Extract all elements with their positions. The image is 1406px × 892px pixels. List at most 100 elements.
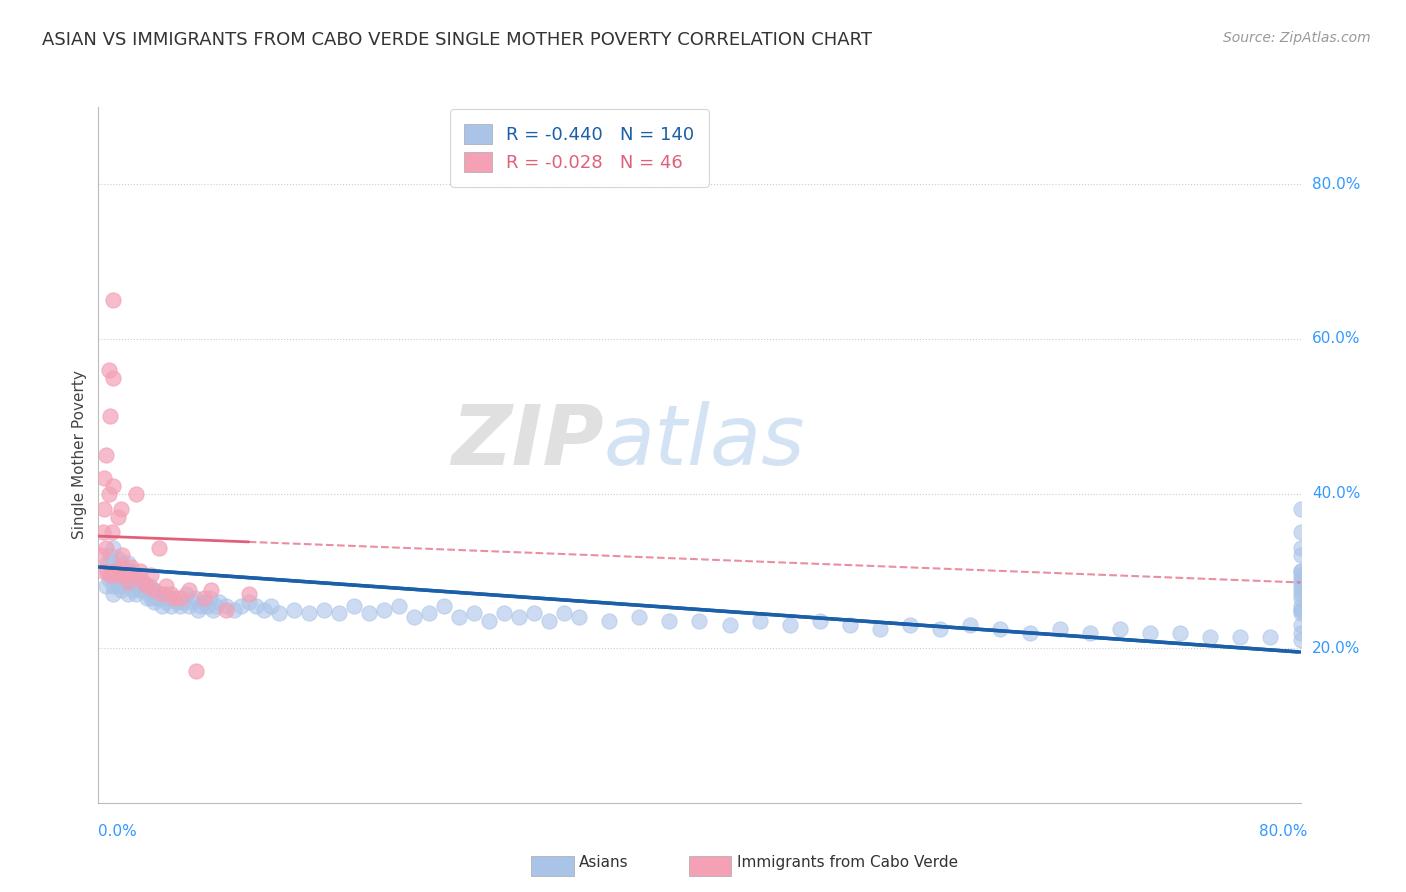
Point bbox=[135, 591, 157, 605]
Point bbox=[174, 587, 197, 601]
Point bbox=[125, 486, 148, 500]
Point bbox=[1289, 525, 1312, 540]
Point bbox=[112, 564, 135, 578]
Point bbox=[433, 599, 456, 613]
Text: 60.0%: 60.0% bbox=[1312, 332, 1360, 346]
Legend: R = -0.440   N = 140, R = -0.028   N = 46: R = -0.440 N = 140, R = -0.028 N = 46 bbox=[450, 109, 709, 187]
Point bbox=[111, 549, 134, 563]
Point bbox=[91, 564, 114, 578]
Point bbox=[231, 599, 253, 613]
Point bbox=[779, 618, 801, 632]
Point bbox=[1289, 618, 1312, 632]
Point bbox=[688, 614, 710, 628]
Point bbox=[155, 579, 177, 593]
Point bbox=[1170, 625, 1192, 640]
Y-axis label: Single Mother Poverty: Single Mother Poverty bbox=[72, 370, 87, 540]
Point bbox=[1078, 625, 1101, 640]
Point bbox=[97, 572, 120, 586]
Point bbox=[118, 564, 141, 578]
Point bbox=[1289, 607, 1312, 621]
Point bbox=[136, 583, 159, 598]
Point bbox=[97, 363, 120, 377]
Point bbox=[538, 614, 561, 628]
Point bbox=[1109, 622, 1132, 636]
Point bbox=[114, 567, 136, 582]
Point bbox=[523, 607, 546, 621]
Point bbox=[198, 591, 221, 605]
Point bbox=[101, 564, 124, 578]
Text: 80.0%: 80.0% bbox=[1260, 824, 1308, 838]
Point bbox=[298, 607, 321, 621]
Point bbox=[132, 575, 155, 590]
Point bbox=[260, 599, 283, 613]
Point bbox=[1289, 587, 1312, 601]
Point bbox=[132, 575, 155, 590]
Point bbox=[141, 583, 163, 598]
Point bbox=[208, 595, 231, 609]
Point bbox=[146, 591, 169, 605]
Point bbox=[111, 579, 134, 593]
Point bbox=[143, 583, 166, 598]
Point bbox=[108, 564, 131, 578]
Point bbox=[1229, 630, 1251, 644]
Point bbox=[215, 599, 238, 613]
Point bbox=[215, 602, 238, 616]
Point bbox=[402, 610, 425, 624]
Point bbox=[200, 583, 222, 598]
Point bbox=[150, 587, 173, 601]
Point bbox=[1289, 567, 1312, 582]
Point bbox=[1049, 622, 1071, 636]
Point bbox=[808, 614, 831, 628]
Point bbox=[170, 591, 193, 605]
Point bbox=[195, 599, 218, 613]
Point bbox=[1289, 599, 1312, 613]
Point bbox=[148, 541, 170, 555]
Point bbox=[1289, 502, 1312, 516]
Point bbox=[222, 602, 245, 616]
Point bbox=[1289, 602, 1312, 616]
Point bbox=[91, 525, 114, 540]
Point bbox=[447, 610, 470, 624]
Point bbox=[124, 567, 146, 582]
Point bbox=[104, 564, 127, 578]
Point bbox=[149, 591, 172, 605]
Point bbox=[125, 579, 148, 593]
Point bbox=[162, 591, 184, 605]
Point bbox=[718, 618, 741, 632]
Point bbox=[169, 599, 191, 613]
Point bbox=[145, 587, 167, 601]
Point bbox=[114, 567, 136, 582]
Point bbox=[463, 607, 485, 621]
Point bbox=[238, 595, 260, 609]
Point bbox=[132, 583, 155, 598]
Point bbox=[121, 575, 143, 590]
Point bbox=[134, 579, 156, 593]
Point bbox=[929, 622, 952, 636]
Point bbox=[1289, 564, 1312, 578]
Point bbox=[187, 602, 209, 616]
Point bbox=[166, 595, 188, 609]
Point bbox=[283, 602, 305, 616]
Text: 80.0%: 80.0% bbox=[1312, 177, 1360, 192]
Point bbox=[139, 591, 162, 605]
Point bbox=[343, 599, 366, 613]
Point bbox=[328, 607, 350, 621]
Point bbox=[177, 599, 200, 613]
Text: Immigrants from Cabo Verde: Immigrants from Cabo Verde bbox=[737, 855, 957, 870]
Point bbox=[193, 591, 215, 605]
Point bbox=[103, 587, 125, 601]
Point bbox=[959, 618, 981, 632]
Point bbox=[1289, 602, 1312, 616]
Point bbox=[117, 556, 139, 570]
Point bbox=[131, 579, 153, 593]
Point bbox=[103, 293, 125, 308]
Point bbox=[96, 556, 118, 570]
Point bbox=[193, 595, 215, 609]
Point bbox=[103, 370, 125, 384]
Text: 0.0%: 0.0% bbox=[98, 824, 138, 838]
Point bbox=[103, 556, 125, 570]
Point bbox=[110, 560, 132, 574]
Point bbox=[100, 549, 122, 563]
Point bbox=[388, 599, 411, 613]
Point bbox=[494, 607, 516, 621]
